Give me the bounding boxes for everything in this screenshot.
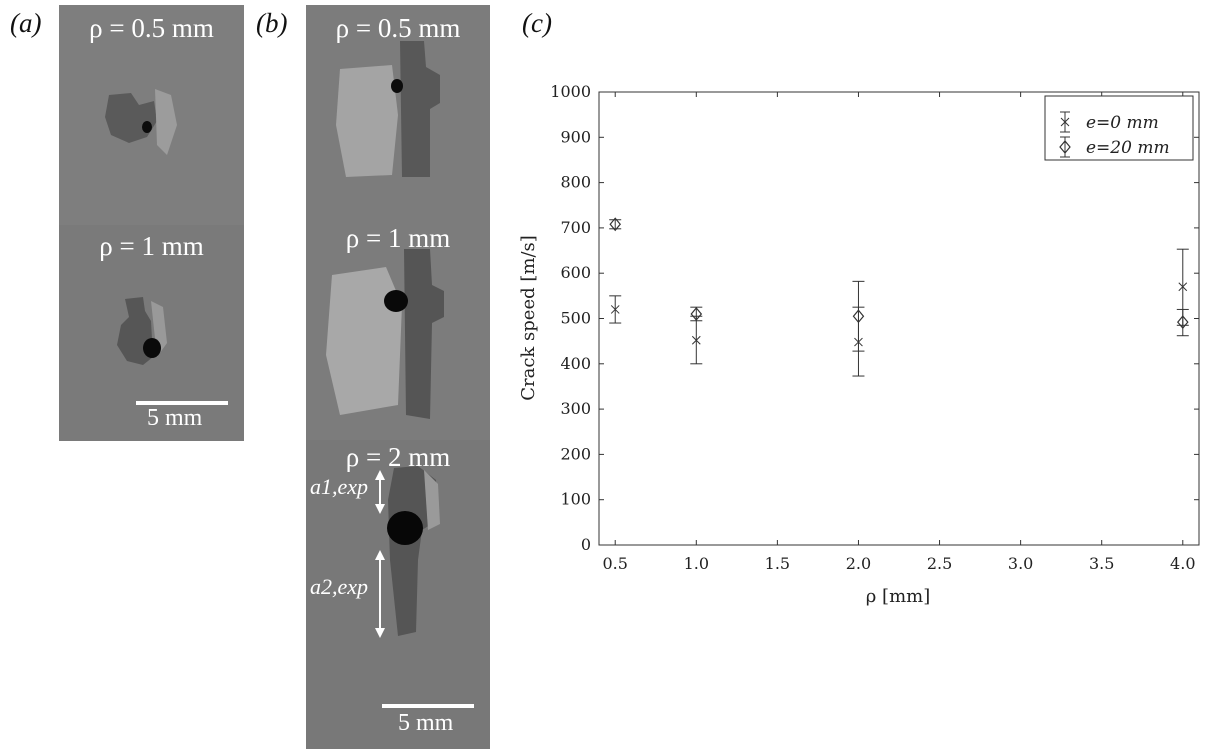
fracture-image-graphic [326, 249, 444, 419]
fracture-image-rho-1: ρ = 1 mm 5 mm [59, 225, 244, 441]
panel-label-c: (c) [522, 8, 552, 38]
y-tick-label: 300 [560, 399, 591, 418]
x-tick-label: 2.0 [846, 554, 871, 573]
data-point-e20 [852, 309, 865, 324]
legend: e=0 mm e=20 mm [1044, 95, 1194, 161]
fracture-image-graphic [117, 297, 167, 365]
y-axis-label: Crack speed [m/s] [518, 235, 539, 401]
title-b-rho-1: ρ = 1 mm [345, 223, 451, 253]
fracture-image-rho-0.5: ρ = 0.5 mm [59, 5, 244, 225]
x-tick-label: 4.0 [1170, 554, 1195, 573]
y-tick-label: 600 [560, 263, 591, 282]
fracture-image-graphic [375, 466, 440, 638]
arrow-a2 [375, 550, 385, 638]
y-tick-label: 700 [560, 218, 591, 237]
title-rho-0.5: ρ = 0.5 mm [89, 13, 214, 43]
y-tick-label: 400 [560, 354, 591, 373]
fracture-image-rho-2-b: ρ = 2 mm a1,exp a2,exp 5 mm [306, 440, 490, 749]
title-b-rho-0.5: ρ = 0.5 mm [335, 13, 461, 43]
data-marks [609, 217, 1189, 377]
x-axis-label: ρ [mm] [866, 586, 931, 607]
y-tick-label: 800 [560, 173, 591, 192]
scale-bar [136, 401, 228, 405]
y-tick-label: 200 [560, 444, 591, 463]
title-b-rho-2: ρ = 2 mm [345, 442, 451, 472]
data-point-e20 [1177, 315, 1189, 330]
y-tick-label: 1000 [550, 82, 591, 101]
x-tick-label: 3.0 [1008, 554, 1033, 573]
data-point-e0 [691, 335, 701, 345]
legend-box [1044, 95, 1194, 161]
fracture-image-graphic [336, 41, 440, 177]
panel-b: ρ = 0.5 mm ρ = 1 mm ρ = 2 mm a1, [306, 5, 490, 749]
fracture-image-rho-1-b: ρ = 1 mm [306, 205, 490, 440]
x-tick-label: 1.0 [684, 554, 709, 573]
x-tick-label: 1.5 [765, 554, 790, 573]
title-rho-1: ρ = 1 mm [99, 231, 204, 261]
data-point-e20 [609, 217, 621, 232]
legend-entry-e0: e=0 mm [1086, 113, 1159, 133]
data-point-e0 [610, 305, 620, 314]
legend-marker-e0 [1060, 117, 1070, 127]
crack-speed-chart: 0.5 1.0 1.5 2.0 2.5 3.0 3.5 4.0 0 100 200 300 400 500… [518, 82, 1200, 607]
annotation-a2-exp: a2,exp [310, 574, 369, 599]
data-point-e20 [690, 307, 703, 321]
x-tick-label: 0.5 [602, 554, 627, 573]
arrow-a1 [375, 470, 385, 514]
y-tick-label: 500 [560, 309, 591, 328]
y-tick-label: 0 [581, 535, 591, 554]
data-point-e0 [1178, 282, 1188, 292]
panel-label-b: (b) [256, 8, 288, 38]
panel-label-a: (a) [10, 8, 42, 38]
panel-a: ρ = 0.5 mm ρ = 1 mm 5 mm [59, 5, 244, 441]
legend-marker-e20 [1059, 140, 1071, 154]
x-tick-label: 2.5 [927, 554, 952, 573]
scale-bar-label-b: 5 mm [398, 710, 454, 736]
x-tick-label: 3.5 [1089, 554, 1114, 573]
scale-bar-label: 5 mm [147, 405, 203, 431]
legend-entry-e20: e=20 mm [1086, 138, 1170, 158]
fracture-image-rho-0.5-b: ρ = 0.5 mm [306, 5, 490, 205]
annotation-a1-exp: a1,exp [310, 474, 369, 499]
scale-bar-b [382, 704, 474, 708]
fracture-image-graphic [105, 89, 177, 155]
axis-ticks: 0.5 1.0 1.5 2.0 2.5 3.0 3.5 4.0 0 100 200 300 400 500… [550, 82, 1199, 573]
y-tick-label: 900 [560, 127, 591, 146]
y-tick-label: 100 [560, 490, 591, 509]
